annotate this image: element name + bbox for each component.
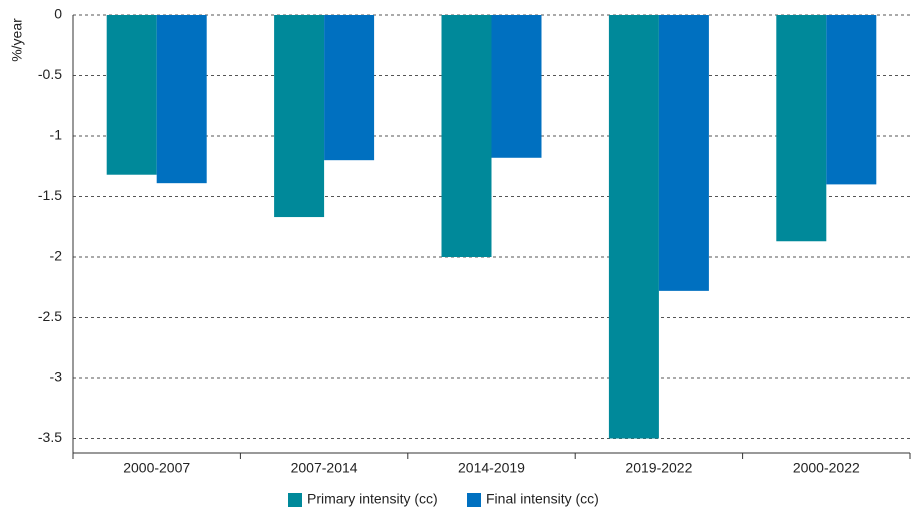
y-tick-label: -1: [50, 127, 63, 143]
bar: [826, 15, 877, 185]
y-tick-label: 0: [54, 6, 62, 22]
y-tick-label: -3: [50, 369, 63, 385]
bar: [441, 15, 492, 257]
x-tick-label: 2000-2007: [123, 460, 190, 476]
x-tick-label: 2014-2019: [458, 460, 525, 476]
y-tick-label: -2.5: [38, 308, 62, 324]
y-tick-label: -0.5: [38, 66, 62, 82]
legend-label: Final intensity (cc): [486, 491, 599, 507]
legend-label: Primary intensity (cc): [307, 491, 438, 507]
y-axis-label: %/year: [9, 18, 25, 62]
bar: [491, 15, 542, 158]
bar: [274, 15, 325, 218]
bar: [106, 15, 157, 175]
y-tick-label: -3.5: [38, 429, 62, 445]
x-tick-label: 2007-2014: [291, 460, 358, 476]
bar: [608, 15, 659, 439]
bar: [658, 15, 709, 291]
x-tick-label: 2019-2022: [625, 460, 692, 476]
x-tick-label: 2000-2022: [793, 460, 860, 476]
legend-swatch: [288, 493, 302, 507]
bar: [776, 15, 827, 242]
y-tick-label: -1.5: [38, 187, 62, 203]
y-tick-label: -2: [50, 248, 63, 264]
bar: [324, 15, 375, 161]
bar: [156, 15, 207, 184]
legend-swatch: [467, 493, 481, 507]
